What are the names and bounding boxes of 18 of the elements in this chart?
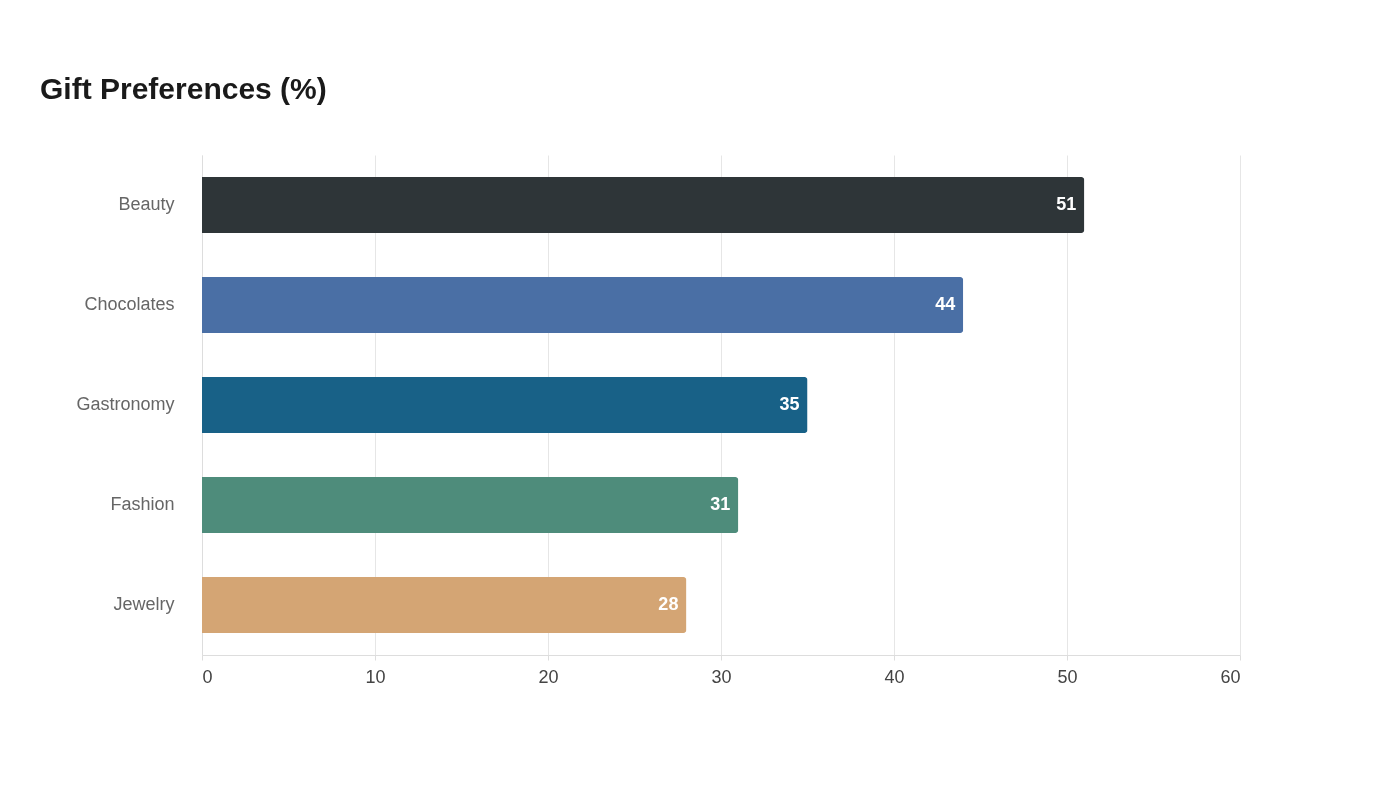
data-label: 28	[658, 594, 679, 614]
data-label: 44	[935, 294, 956, 314]
x-tick-label: 30	[711, 666, 732, 687]
y-tick-label: Fashion	[110, 494, 175, 514]
y-tick-label: Jewelry	[113, 594, 175, 614]
x-tick-label: 20	[538, 666, 559, 687]
data-label: 51	[1056, 194, 1077, 214]
x-tick-label: 60	[1220, 666, 1241, 687]
y-tick-label: Gastronomy	[76, 394, 175, 414]
x-tick-label: 50	[1057, 666, 1078, 687]
y-tick-label: Beauty	[118, 194, 175, 214]
data-label: 31	[710, 494, 731, 514]
x-tick-label: 40	[884, 666, 905, 687]
x-tick-label: 0	[202, 666, 213, 687]
chart-title: Gift Preferences (%)	[40, 72, 327, 105]
x-tick-label: 10	[365, 666, 386, 687]
y-tick-label: Chocolates	[84, 294, 175, 314]
data-label: 35	[779, 394, 800, 414]
